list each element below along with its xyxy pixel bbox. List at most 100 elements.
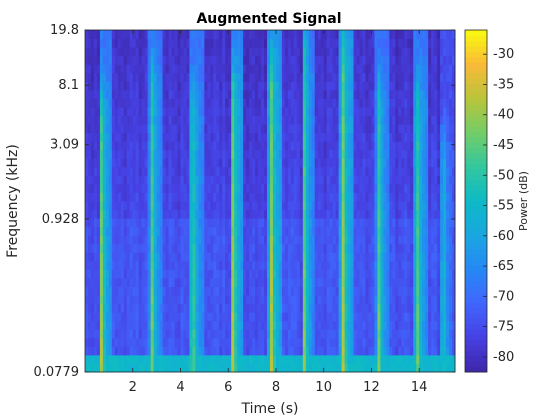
heatmap-cell	[404, 124, 408, 134]
heatmap-cell	[201, 329, 205, 339]
heatmap-cell	[344, 64, 349, 74]
heatmap-cell	[261, 277, 265, 287]
heatmap-cell	[320, 226, 325, 236]
heatmap-cell	[350, 354, 355, 364]
heatmap-cell	[293, 277, 298, 287]
heatmap-cell	[261, 226, 265, 236]
heatmap-cell	[156, 346, 161, 356]
heatmap-cell	[386, 303, 390, 313]
heatmap-cell	[377, 354, 381, 364]
heatmap-cell	[383, 226, 387, 236]
heatmap-cell	[174, 124, 178, 134]
heatmap-cell	[347, 98, 352, 108]
heatmap-cell	[126, 312, 131, 322]
heatmap-cell	[392, 320, 396, 330]
heatmap-cell	[228, 38, 232, 48]
heatmap-cell	[398, 115, 402, 125]
heatmap-cell	[93, 55, 98, 65]
heatmap-cell	[299, 312, 304, 322]
heatmap-cell	[272, 192, 277, 202]
heatmap-cell	[171, 337, 176, 347]
heatmap-cell	[290, 243, 295, 253]
heatmap-cell	[437, 47, 441, 57]
heatmap-cell	[162, 363, 167, 373]
heatmap-cell	[401, 346, 405, 356]
heatmap-cell	[356, 235, 361, 245]
heatmap-cell	[219, 47, 223, 57]
heatmap-cell	[216, 260, 220, 270]
heatmap-cell	[428, 149, 432, 159]
heatmap-cell	[114, 235, 119, 245]
heatmap-cell	[186, 226, 190, 236]
heatmap-cell	[210, 277, 214, 287]
heatmap-cell	[120, 183, 125, 193]
heatmap-cell	[108, 218, 113, 228]
heatmap-cell	[368, 329, 372, 339]
heatmap-cell	[335, 329, 340, 339]
heatmap-cell	[219, 98, 223, 108]
heatmap-cell	[308, 149, 313, 159]
heatmap-cell	[165, 38, 170, 48]
heatmap-cell	[275, 192, 280, 202]
heatmap-cell	[102, 252, 107, 262]
heatmap-cell	[87, 218, 92, 228]
heatmap-cell	[308, 132, 313, 142]
heatmap-cell	[299, 320, 304, 330]
heatmap-cell	[153, 243, 158, 253]
heatmap-cell	[249, 320, 253, 330]
heatmap-cell	[231, 124, 235, 134]
heatmap-cell	[261, 354, 265, 364]
heatmap-cell	[129, 201, 134, 211]
heatmap-cell	[383, 320, 387, 330]
heatmap-cell	[347, 277, 352, 287]
heatmap-cell	[371, 166, 375, 176]
heatmap-cell	[410, 115, 414, 125]
heatmap-cell	[410, 312, 414, 322]
heatmap-cell	[299, 98, 304, 108]
heatmap-cell	[428, 269, 432, 279]
heatmap-cell	[446, 277, 450, 287]
heatmap-cell	[428, 89, 432, 99]
heatmap-cell	[111, 132, 116, 142]
heatmap-cell	[395, 277, 399, 287]
heatmap-cell	[293, 81, 298, 91]
heatmap-cell	[281, 115, 286, 125]
heatmap-cell	[192, 346, 196, 356]
heatmap-cell	[231, 277, 235, 287]
heatmap-cell	[443, 89, 447, 99]
heatmap-cell	[210, 201, 214, 211]
heatmap-cell	[171, 158, 176, 168]
heatmap-cell	[356, 260, 361, 270]
heatmap-cell	[195, 38, 199, 48]
heatmap-cell	[111, 158, 116, 168]
heatmap-cell	[108, 64, 113, 74]
heatmap-cell	[85, 226, 89, 236]
heatmap-cell	[246, 235, 250, 245]
heatmap-cell	[452, 363, 456, 373]
heatmap-cell	[449, 89, 453, 99]
heatmap-cell	[246, 81, 250, 91]
heatmap-cell	[186, 303, 190, 313]
heatmap-cell	[144, 124, 149, 134]
heatmap-cell	[305, 329, 310, 339]
heatmap-cell	[272, 98, 277, 108]
heatmap-cell	[141, 149, 146, 159]
heatmap-cell	[290, 337, 295, 347]
heatmap-cell	[216, 30, 220, 40]
heatmap-cell	[338, 346, 343, 356]
heatmap-cell	[377, 149, 381, 159]
heatmap-cell	[156, 183, 161, 193]
heatmap-cell	[213, 337, 217, 347]
heatmap-cell	[314, 81, 319, 91]
heatmap-cell	[210, 260, 214, 270]
heatmap-cell	[255, 277, 259, 287]
heatmap-cell	[425, 243, 429, 253]
heatmap-cell	[383, 38, 387, 48]
heatmap-cell	[168, 175, 173, 185]
heatmap-cell	[180, 286, 184, 296]
heatmap-cell	[234, 175, 238, 185]
heatmap-cell	[290, 286, 295, 296]
heatmap-cell	[126, 295, 131, 305]
heatmap-cell	[302, 132, 307, 142]
heatmap-cell	[437, 166, 441, 176]
